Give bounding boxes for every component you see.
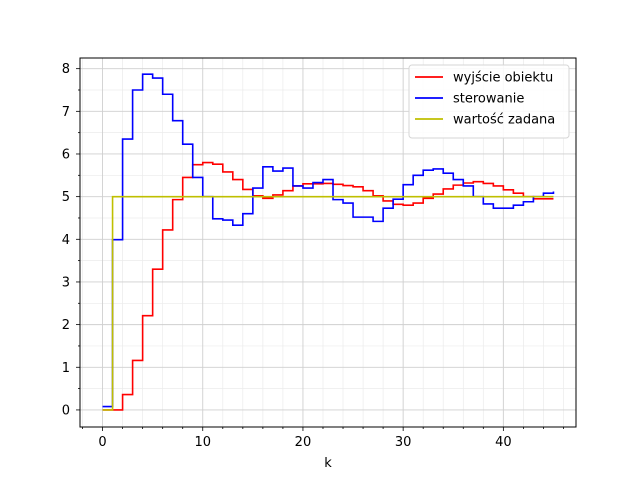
x-tick-label: 40	[495, 435, 512, 450]
legend-entry-label: wyjście obiektu	[453, 71, 553, 86]
y-axis: 0 1 2 3 4 5 6 7 8	[62, 62, 80, 418]
y-tick-label: 0	[62, 403, 70, 418]
series-line-2	[102, 195, 554, 411]
x-tick-label: 30	[395, 435, 412, 450]
y-tick-label: 8	[62, 62, 70, 77]
x-tick-label: 20	[295, 435, 312, 450]
x-axis-label: k	[324, 456, 332, 471]
y-tick-label: 4	[62, 233, 70, 248]
x-axis: 0 10 20 30 40	[82, 427, 564, 450]
legend: wyjście obiektu sterowanie wartość zadana	[408, 64, 570, 139]
y-tick-label: 3	[62, 275, 70, 290]
minor-grid	[80, 58, 576, 427]
series-layer	[102, 73, 555, 411]
legend-entry-label: wartość zadana	[453, 113, 555, 128]
y-tick-label: 7	[62, 105, 70, 120]
axes-frame	[79, 57, 577, 428]
x-tick-label: 0	[98, 435, 106, 450]
legend-entry-label: sterowanie	[453, 92, 524, 107]
legend-box	[408, 64, 570, 139]
y-tick-label: 5	[62, 190, 70, 205]
y-tick-label: 2	[62, 318, 70, 333]
y-tick-label: 1	[62, 361, 70, 376]
x-tick-label: 10	[194, 435, 211, 450]
y-tick-label: 6	[62, 147, 70, 162]
